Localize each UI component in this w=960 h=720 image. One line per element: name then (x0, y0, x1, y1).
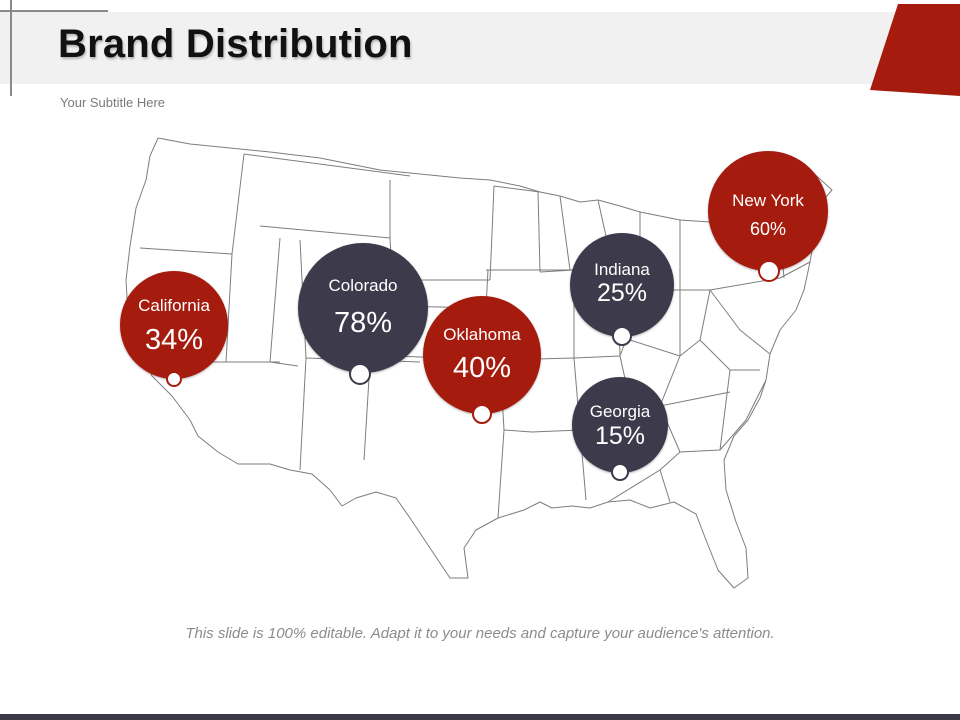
us-outline (125, 137, 833, 589)
map-pin-california[interactable] (166, 371, 182, 387)
slide-title: Brand Distribution (58, 22, 413, 66)
accent-tab (870, 4, 960, 96)
footer-note: This slide is 100% editable. Adapt it to… (185, 625, 775, 642)
marker-state-label: Georgia (589, 402, 651, 421)
marker-value: 78% (333, 307, 393, 339)
marker-state-label: California (138, 296, 210, 315)
marker-value: 60% (749, 219, 787, 239)
map-pin-colorado[interactable] (349, 363, 371, 385)
map-pin-oklahoma[interactable] (472, 404, 492, 424)
marker-indiana[interactable]: Indiana 25% (570, 233, 674, 337)
map-pin-georgia[interactable] (611, 463, 629, 481)
marker-value: 15% (594, 422, 646, 450)
marker-value: 40% (452, 352, 512, 384)
corner-mark-horizontal (0, 10, 108, 12)
marker-state-label: Oklahoma (443, 325, 521, 344)
bottom-bar (0, 714, 960, 720)
marker-georgia[interactable]: Georgia 15% (572, 377, 668, 473)
map-pin-new-york[interactable] (758, 260, 780, 282)
slide-subtitle: Your Subtitle Here (60, 95, 166, 110)
marker-value: 34% (144, 324, 204, 356)
us-map (125, 137, 833, 589)
marker-value: 25% (596, 279, 648, 307)
marker-state-label: New York (732, 191, 804, 210)
marker-new-york[interactable]: New York 60% (708, 151, 828, 271)
marker-oklahoma[interactable]: Oklahoma 40% (423, 296, 541, 414)
marker-california[interactable]: California 34% (120, 271, 228, 379)
title-band (0, 12, 905, 84)
map-pin-indiana[interactable] (612, 326, 632, 346)
corner-mark-vertical (10, 0, 12, 96)
marker-colorado[interactable]: Colorado 78% (298, 243, 428, 373)
marker-state-label: Indiana (594, 260, 650, 279)
marker-state-label: Colorado (328, 276, 398, 295)
